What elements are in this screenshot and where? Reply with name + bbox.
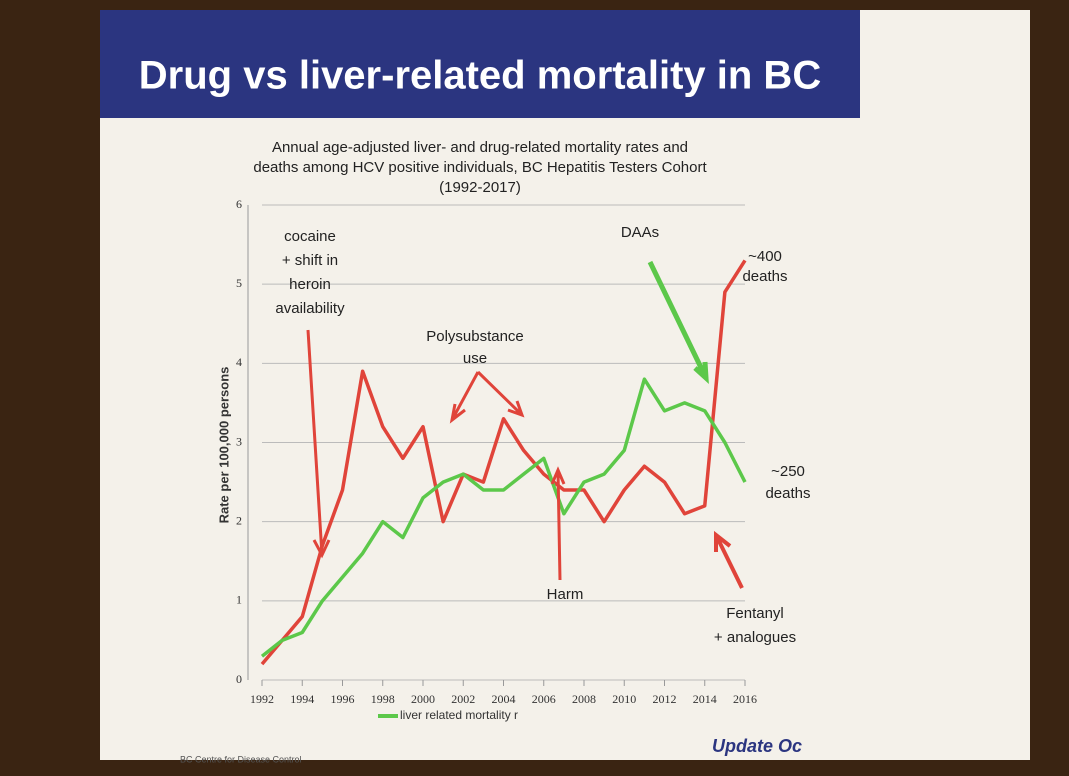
annotation: use: [463, 350, 487, 367]
annotation: ~400: [748, 248, 782, 265]
annotation: ~250: [771, 463, 805, 480]
chart-subtitle: deaths among HCV positive individuals, B…: [253, 159, 707, 176]
x-tick-label: 2002: [451, 692, 475, 706]
chart: Drug vs liver-related mortality in BC An…: [0, 0, 1069, 776]
slide: [100, 10, 1030, 760]
y-tick-label: 5: [236, 276, 242, 290]
x-tick-label: 2004: [492, 692, 516, 706]
y-tick-label: 4: [236, 355, 242, 369]
y-tick-label: 0: [236, 672, 242, 686]
x-tick-label: 2014: [693, 692, 717, 706]
annotation: Polysubstance: [426, 328, 524, 345]
annotation: deaths: [742, 268, 787, 285]
legend-label: liver related mortality r: [400, 708, 518, 722]
annotation: availability: [275, 300, 345, 317]
annotation: deaths: [765, 485, 810, 502]
x-tick-label: 2010: [612, 692, 636, 706]
annotation: + analogues: [714, 629, 796, 646]
slide-title: Drug vs liver-related mortality in BC: [139, 54, 821, 98]
x-tick-label: 1994: [290, 692, 314, 706]
annotation: Fentanyl: [726, 605, 784, 622]
y-tick-label: 3: [236, 434, 242, 448]
y-tick-label: 6: [236, 197, 242, 211]
annotation: heroin: [289, 276, 331, 293]
x-tick-label: 1996: [331, 692, 355, 706]
footer-org: BC Centre for Disease Control: [180, 754, 302, 764]
x-tick-label: 2006: [532, 692, 556, 706]
x-tick-label: 1998: [371, 692, 395, 706]
annotation: + shift in: [282, 252, 338, 269]
y-tick-label: 1: [236, 593, 242, 607]
x-tick-label: 2000: [411, 692, 435, 706]
y-tick-label: 2: [236, 513, 242, 527]
x-tick-label: 1992: [250, 692, 274, 706]
chart-subtitle: Annual age-adjusted liver- and drug-rela…: [272, 139, 688, 156]
x-tick-label: 2008: [572, 692, 596, 706]
annotation: DAAs: [621, 224, 659, 241]
chart-subtitle: (1992-2017): [439, 179, 521, 196]
annotation: Harm: [547, 586, 584, 603]
footer-update: Update Oc: [712, 736, 802, 756]
x-tick-label: 2016: [733, 692, 757, 706]
x-tick-label: 2012: [653, 692, 677, 706]
annotation: cocaine: [284, 228, 336, 245]
y-axis-label: Rate per 100,000 persons: [216, 367, 231, 524]
